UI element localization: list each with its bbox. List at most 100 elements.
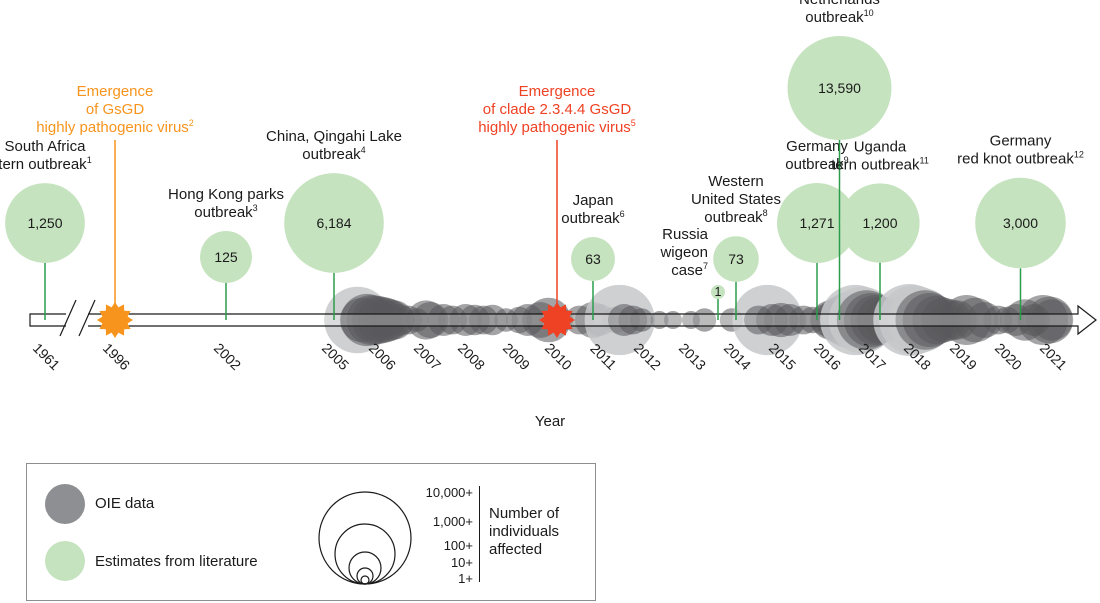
russia-wigeon-case-ref: 7: [703, 261, 708, 271]
year-label-2012: 2012: [631, 340, 664, 373]
legend: OIE data Estimates from literature 10,00…: [26, 463, 596, 601]
south-africa-tern-outbreak-ref: 1: [87, 155, 92, 165]
south-africa-tern-outbreak-bubble: [5, 183, 85, 263]
germany-red-knot-outbreak-value: 3,000: [1003, 215, 1038, 231]
axis-break-mark: [78, 299, 96, 337]
germany-outbreak-bubble: [777, 183, 857, 263]
netherlands-outbreak-value: 13,590: [818, 80, 861, 96]
clade-emergence-label-line: highly pathogenic virus5: [478, 118, 636, 136]
germany-red-knot-outbreak-ref: 12: [1074, 150, 1084, 160]
oie-data-point: [1031, 299, 1073, 341]
russia-wigeon-case-label-line: case7: [671, 261, 708, 279]
clade-emergence-ref: 5: [631, 118, 636, 128]
gsgd-emergence-label-line: Emergence: [77, 83, 154, 100]
year-label-2007: 2007: [411, 340, 444, 373]
hong-kong-parks-outbreak-bubble: [200, 231, 252, 283]
year-label-2020: 2020: [992, 340, 1025, 373]
uganda-tern-outbreak-ref: 11: [920, 155, 929, 165]
uganda-tern-outbreak-label-line: Uganda: [854, 138, 907, 155]
year-label-1961: 1961: [30, 340, 63, 373]
japan-outbreak-label-line: Japan: [573, 192, 614, 209]
scale-level-1: 1+: [458, 571, 473, 586]
western-united-states-outbreak-value: 73: [728, 251, 744, 267]
western-united-states-outbreak-bubble: [713, 236, 759, 282]
germany-outbreak-value: 1,271: [799, 215, 834, 231]
hong-kong-parks-outbreak-value: 125: [214, 249, 238, 265]
literature-swatch: [45, 541, 85, 581]
germany-red-knot-outbreak-bubble: [975, 177, 1066, 269]
year-label-2013: 2013: [676, 340, 709, 373]
south-africa-tern-outbreak-value: 1,250: [27, 215, 62, 231]
germany-red-knot-outbreak-label-line: red knot outbreak12: [957, 150, 1084, 168]
year-label-1996: 1996: [100, 340, 133, 373]
scale-title: Number of individuals affected: [489, 505, 560, 558]
year-label-2015: 2015: [766, 340, 799, 373]
oie-data-layer: [324, 284, 1074, 356]
germany-red-knot-outbreak-label-line: Germany: [990, 133, 1052, 150]
china-qingahi-lake-outbreak-bubble: [284, 173, 384, 273]
oie-data-point: [339, 297, 385, 343]
year-label-2010: 2010: [542, 340, 575, 373]
japan-outbreak-ref: 6: [620, 209, 625, 219]
year-label-2019: 2019: [947, 340, 980, 373]
year-label-2006: 2006: [366, 340, 399, 373]
china-qingahi-lake-outbreak-ref: 4: [361, 145, 366, 155]
gsgd-emergence-virus-icon: [97, 302, 133, 338]
axis-break-mark: [59, 299, 77, 337]
western-united-states-outbreak-label-line: outbreak8: [704, 208, 767, 226]
gsgd-emergence-label-line: of GsGD: [86, 101, 145, 118]
year-label-2002: 2002: [211, 340, 244, 373]
clade-emergence-label-line: of clade 2.3.4.4 GsGD: [483, 101, 632, 118]
western-united-states-outbreak-label-line: Western: [708, 173, 764, 190]
western-united-states-outbreak-ref: 8: [763, 208, 768, 218]
clade-emergence-virus-icon: [539, 302, 575, 338]
hong-kong-parks-outbreak-ref: 3: [253, 203, 258, 213]
uganda-tern-outbreak-label-line: tern outbreak11: [831, 155, 929, 173]
south-africa-tern-outbreak-label-line: South Africa: [5, 138, 87, 155]
japan-outbreak-value: 63: [585, 251, 601, 267]
oie-data-label: OIE data: [95, 495, 155, 512]
russia-wigeon-case-bubble: [711, 285, 725, 299]
netherlands-outbreak-label-line: Netherlands: [799, 0, 880, 8]
china-qingahi-lake-outbreak-label-line: China, Qingahi Lake: [266, 128, 402, 145]
scale-level-100: 100+: [443, 538, 473, 553]
uganda-tern-outbreak-value: 1,200: [862, 215, 897, 231]
uganda-tern-outbreak-bubble: [840, 183, 920, 263]
year-label-2008: 2008: [455, 340, 488, 373]
germany-outbreak-label-line: Germany: [786, 138, 848, 155]
western-united-states-outbreak-label-line: United States: [691, 191, 781, 208]
russia-wigeon-case-label-line: wigeon: [659, 244, 708, 261]
oie-data-point: [664, 311, 682, 329]
japan-outbreak-label-line: outbreak6: [561, 209, 624, 227]
year-label-2009: 2009: [500, 340, 533, 373]
x-axis-label: Year: [535, 413, 565, 430]
netherlands-outbreak-ref: 10: [864, 8, 874, 18]
oie-data-swatch: [45, 484, 85, 524]
russia-wigeon-case-label-line: Russia: [662, 226, 709, 243]
russia-wigeon-case-value: 1: [715, 285, 722, 299]
hong-kong-parks-outbreak-label-line: outbreak3: [194, 203, 257, 221]
scale-level-10: 10+: [450, 555, 473, 570]
gsgd-emergence-ref: 2: [189, 118, 194, 128]
hong-kong-parks-outbreak-label-line: Hong Kong parks: [168, 186, 284, 203]
size-scale-icon: [318, 491, 412, 585]
scale-level-1000: 1,000+: [432, 514, 473, 529]
year-label-layer: 1961 1996 2002 2005 2006 2007 2008 2009 2010 2011…: [30, 340, 1070, 373]
scale-level-10000: 10,000+: [425, 485, 473, 500]
literature-label: Estimates from literature: [95, 553, 258, 570]
germany-outbreak-label-line: outbreak9: [785, 155, 848, 173]
clade-emergence-label-line: Emergence: [519, 83, 596, 100]
scale-divider: [479, 486, 480, 582]
netherlands-outbreak-bubble: [787, 36, 892, 140]
netherlands-outbreak-label-line: outbreak10: [805, 8, 873, 26]
axis-break-gap: [66, 310, 88, 330]
year-label-2021: 2021: [1037, 340, 1070, 373]
japan-outbreak-bubble: [571, 237, 615, 281]
germany-outbreak-ref: 9: [844, 155, 849, 165]
oie-data-point: [650, 311, 669, 329]
china-qingahi-lake-outbreak-value: 6,184: [316, 215, 351, 231]
south-africa-tern-outbreak-label-line: tern outbreak1: [0, 155, 92, 173]
